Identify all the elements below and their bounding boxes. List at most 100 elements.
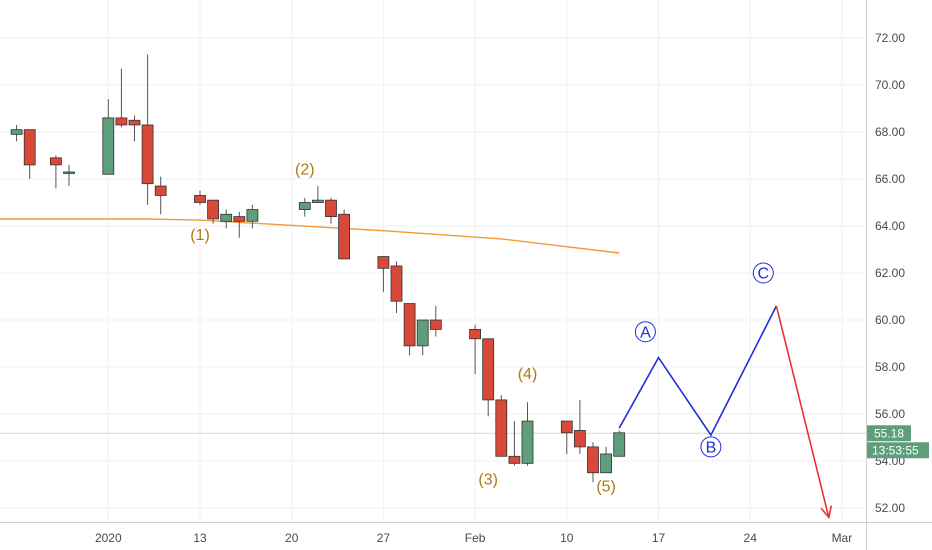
grid-lines: [0, 0, 866, 522]
projection-label-a: A: [634, 321, 656, 343]
candle-body-down: [154, 185, 167, 196]
wave-label: (1): [190, 227, 210, 244]
last-price-value: 55.18: [874, 426, 904, 440]
candle: [325, 197, 337, 224]
last-price-badge: 55.18 13:53:55: [867, 425, 929, 459]
candle-body-up: [102, 117, 115, 175]
candle: [23, 129, 36, 179]
x-tick-label: 2020: [95, 531, 122, 545]
y-tick-label: 72.00: [875, 31, 905, 45]
y-tick-label: 52.00: [875, 501, 905, 515]
candle: [194, 190, 206, 205]
candle-body-up: [600, 453, 612, 474]
candle: [246, 204, 259, 229]
candle-body-up: [521, 420, 534, 464]
candle: [390, 261, 403, 313]
candle: [207, 199, 220, 224]
candle-body-down: [390, 265, 403, 302]
candle-body-up: [63, 171, 75, 174]
candle: [115, 68, 128, 128]
candle-body-down: [325, 199, 337, 217]
candle: [416, 319, 429, 356]
projection-arrowhead: [820, 505, 833, 520]
y-tick-label: 56.00: [875, 407, 905, 421]
moving-average-layer: [0, 218, 620, 254]
x-tick-label: Feb: [465, 531, 486, 545]
candle: [469, 324, 482, 375]
candle: [141, 54, 154, 205]
candle-body-down: [574, 430, 586, 448]
x-tick-label: 10: [560, 531, 574, 545]
candle-body-up: [311, 199, 324, 203]
projection-label-circle: [634, 321, 656, 343]
candle: [233, 211, 246, 238]
candle: [10, 124, 23, 142]
projection-label-b: B: [700, 436, 722, 458]
candle: [220, 209, 233, 229]
candle: [377, 256, 390, 292]
projection-label-circle: [700, 436, 722, 458]
projection-label-text: B: [706, 439, 717, 456]
last-price-badge-bg: [867, 425, 911, 442]
candle: [128, 115, 141, 142]
wave-label: (4): [518, 366, 538, 383]
candle: [560, 420, 573, 454]
candle: [429, 305, 442, 337]
candle: [521, 402, 534, 466]
candle: [482, 338, 495, 417]
candle: [338, 209, 351, 260]
y-tick-label: 70.00: [875, 78, 905, 92]
candle: [403, 303, 416, 356]
projection-label-text: C: [758, 266, 770, 283]
candle-body-down: [207, 199, 220, 220]
wave-label: (2): [295, 161, 315, 178]
candle-body-down: [141, 124, 154, 185]
candle: [154, 176, 167, 215]
candle: [102, 99, 115, 175]
candle-body-down: [377, 256, 390, 269]
x-tick-label: 13: [193, 531, 207, 545]
projection-path-down: [775, 305, 830, 518]
candle: [574, 399, 586, 454]
candle-body-down: [469, 328, 482, 340]
projection-label-circle: [752, 262, 774, 284]
y-tick-label: 66.00: [875, 172, 905, 186]
candle-body-down: [194, 195, 206, 203]
y-tick-label: 62.00: [875, 266, 905, 280]
candle: [495, 395, 508, 457]
x-tick-label: Mar: [832, 531, 853, 545]
candle-body-down: [495, 399, 508, 457]
candle: [63, 164, 75, 187]
candle-body-down: [50, 157, 62, 166]
candle-body-down: [560, 420, 573, 434]
moving-average-line: [0, 218, 620, 254]
wave-label: (3): [478, 472, 498, 489]
projection-label-text: A: [640, 324, 651, 341]
y-tick-label: 64.00: [875, 219, 905, 233]
candle-body-down: [128, 119, 141, 126]
candle: [600, 446, 612, 474]
candle-body-up: [298, 202, 311, 210]
y-tick-label: 60.00: [875, 313, 905, 327]
y-tick-label: 58.00: [875, 360, 905, 374]
countdown-badge-bg: [867, 442, 929, 459]
candle-body-down: [587, 446, 599, 474]
candle: [298, 197, 311, 217]
candle: [50, 155, 62, 189]
projection-layer: A B C: [618, 262, 833, 520]
projection-label-c: C: [752, 262, 774, 284]
candle: [613, 430, 626, 457]
x-tick-label: 24: [744, 531, 758, 545]
wave-labels-layer: (1) (2) (3) (4) (5): [190, 161, 616, 495]
x-tick-label: 20: [285, 531, 299, 545]
candle-body-down: [429, 319, 442, 330]
y-tick-label: 68.00: [875, 125, 905, 139]
wave-label: (5): [596, 479, 616, 496]
candle-body-down: [233, 216, 246, 222]
candle-body-down: [23, 129, 36, 166]
candle: [587, 442, 599, 483]
candles-layer: [10, 54, 626, 483]
projection-path-abc: [618, 305, 778, 437]
